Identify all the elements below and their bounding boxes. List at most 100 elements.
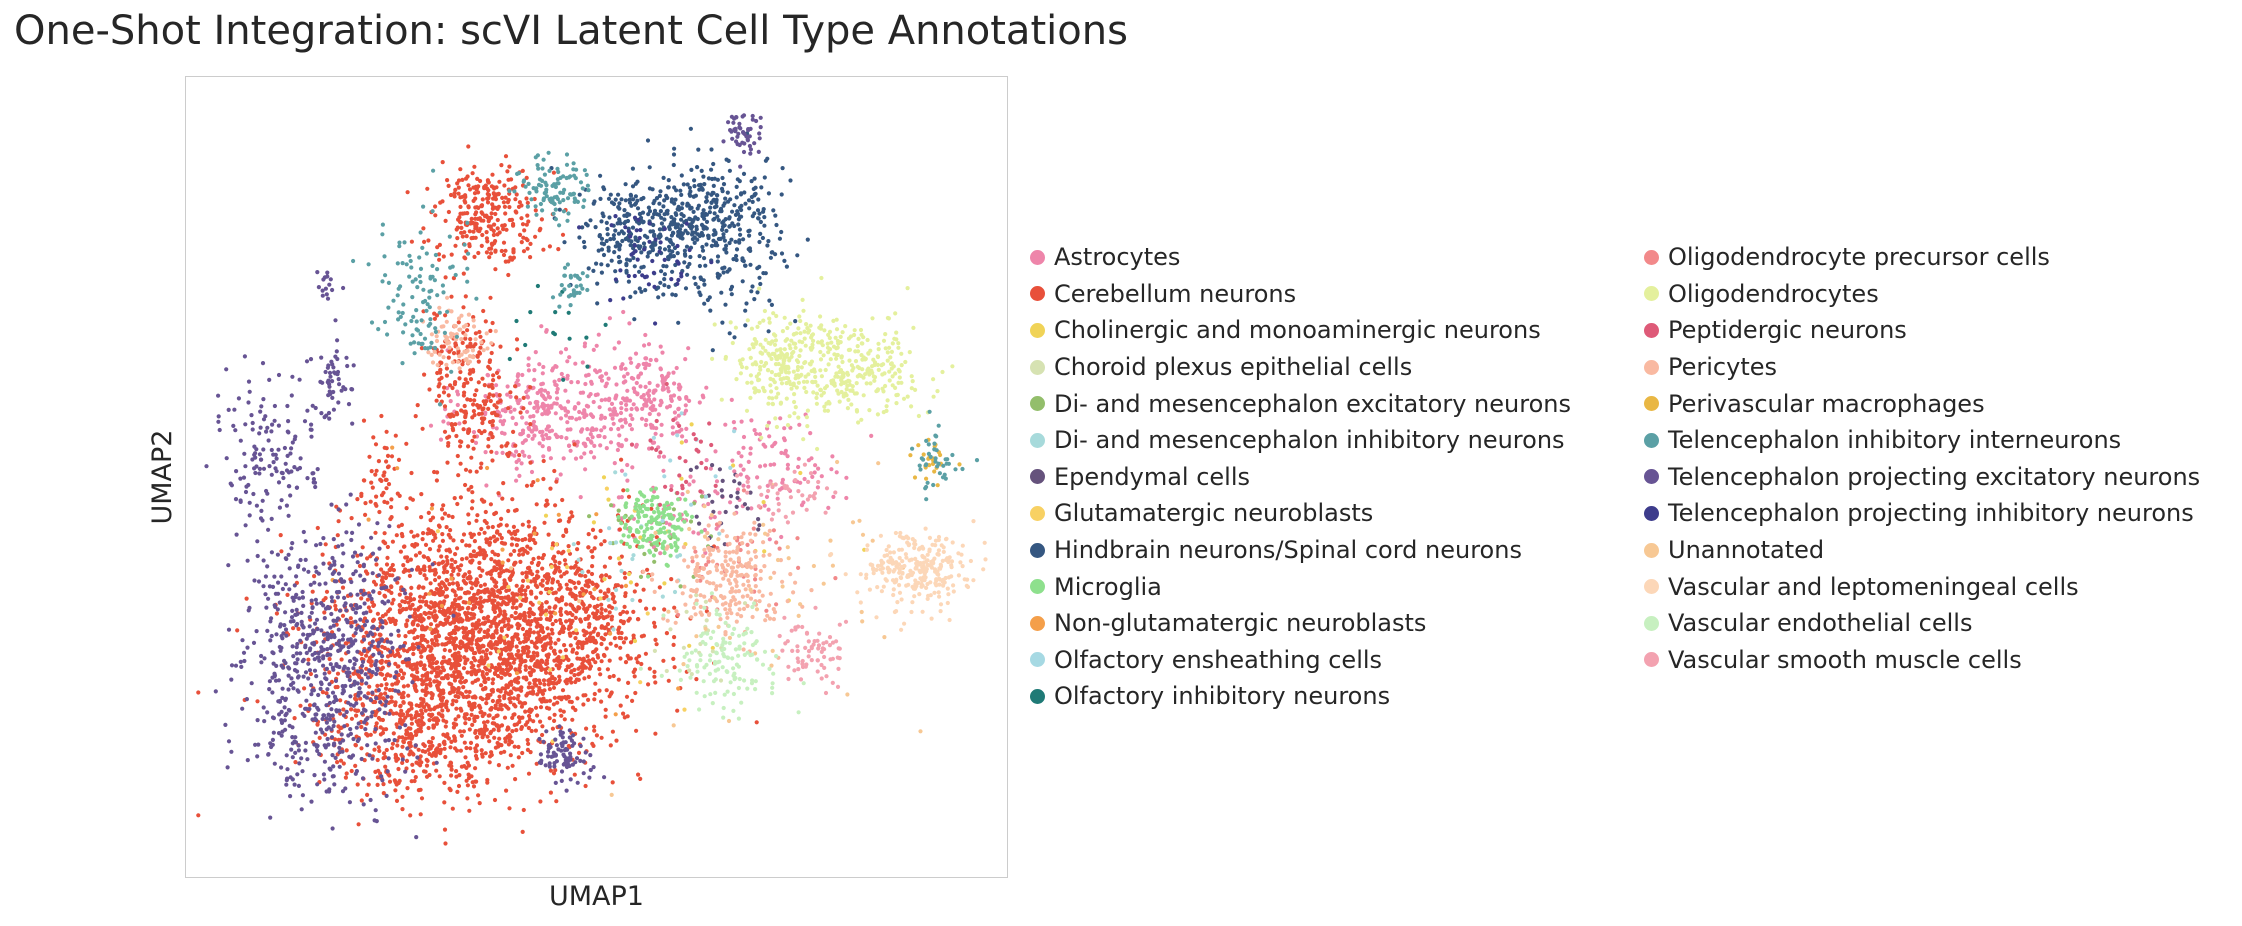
data-point <box>553 569 558 574</box>
data-point <box>470 438 475 443</box>
data-point <box>528 622 533 627</box>
data-point <box>607 407 612 412</box>
data-point <box>640 210 646 215</box>
data-point <box>428 423 434 428</box>
data-point <box>670 230 676 235</box>
data-point <box>472 254 477 259</box>
data-point <box>511 696 517 701</box>
data-point <box>506 259 511 264</box>
data-point <box>630 597 635 603</box>
data-point <box>623 366 628 371</box>
data-point <box>739 419 744 424</box>
data-point <box>525 578 530 583</box>
data-point <box>605 667 610 672</box>
data-point <box>490 320 495 326</box>
data-point <box>764 494 770 499</box>
data-point <box>756 527 761 532</box>
data-point <box>524 421 529 426</box>
data-point <box>472 392 477 398</box>
data-point <box>385 544 390 550</box>
data-point <box>401 700 406 705</box>
data-point <box>667 238 672 243</box>
data-point <box>514 421 519 427</box>
data-point <box>492 594 497 599</box>
data-point <box>415 542 420 547</box>
data-point <box>435 642 440 647</box>
data-point <box>512 744 517 749</box>
data-point <box>573 585 578 590</box>
data-point <box>570 594 575 599</box>
data-point <box>435 749 440 754</box>
data-point <box>360 702 365 707</box>
data-point <box>411 534 416 539</box>
data-point <box>531 612 536 617</box>
data-point <box>358 696 363 701</box>
data-point <box>439 704 444 709</box>
data-point <box>635 660 640 665</box>
data-point <box>398 549 403 554</box>
data-point <box>373 472 378 477</box>
data-point <box>420 426 425 431</box>
data-point <box>564 602 569 607</box>
data-point <box>454 433 459 439</box>
data-point <box>449 773 454 778</box>
data-point <box>798 470 803 476</box>
data-point <box>670 242 675 247</box>
data-point <box>590 564 595 569</box>
data-point <box>478 465 483 470</box>
data-point <box>540 394 546 399</box>
data-point <box>349 516 354 521</box>
data-point <box>450 603 455 608</box>
data-point <box>470 606 475 612</box>
data-point <box>487 358 493 363</box>
data-point <box>516 458 521 463</box>
data-point <box>560 695 565 700</box>
data-point <box>632 589 637 594</box>
data-point <box>555 700 560 705</box>
data-point <box>458 679 463 684</box>
data-point <box>490 458 495 463</box>
data-point <box>455 789 460 795</box>
data-point <box>653 637 658 643</box>
data-point <box>798 480 803 485</box>
data-point <box>713 449 718 454</box>
data-point <box>353 763 358 769</box>
data-point <box>386 464 391 469</box>
data-point <box>500 661 505 666</box>
data-point <box>361 478 366 483</box>
data-point <box>634 728 639 733</box>
data-point <box>559 612 564 618</box>
data-point <box>506 643 511 648</box>
data-point <box>428 681 433 686</box>
data-point <box>535 409 540 414</box>
data-point <box>486 713 491 718</box>
data-point <box>532 433 537 438</box>
data-point <box>480 697 485 702</box>
data-point <box>514 728 519 733</box>
data-point <box>602 577 607 582</box>
data-point <box>434 674 439 679</box>
data-point <box>436 634 442 639</box>
data-point <box>657 193 662 198</box>
data-point <box>605 232 610 237</box>
data-point <box>603 384 608 389</box>
data-point <box>537 689 542 694</box>
data-point <box>461 532 467 537</box>
data-point <box>444 641 449 647</box>
data-point <box>610 729 615 734</box>
data-point <box>460 538 465 544</box>
data-point <box>659 433 664 438</box>
data-point <box>435 529 440 534</box>
data-point <box>734 247 740 252</box>
data-point <box>405 786 410 791</box>
data-point <box>642 403 647 408</box>
data-point <box>527 401 533 406</box>
data-point <box>599 374 604 379</box>
data-point <box>510 569 515 574</box>
data-point <box>651 606 657 611</box>
data-point <box>408 740 413 745</box>
data-point <box>554 434 560 440</box>
data-point <box>469 216 474 221</box>
data-point <box>671 370 676 375</box>
data-point <box>390 746 395 751</box>
